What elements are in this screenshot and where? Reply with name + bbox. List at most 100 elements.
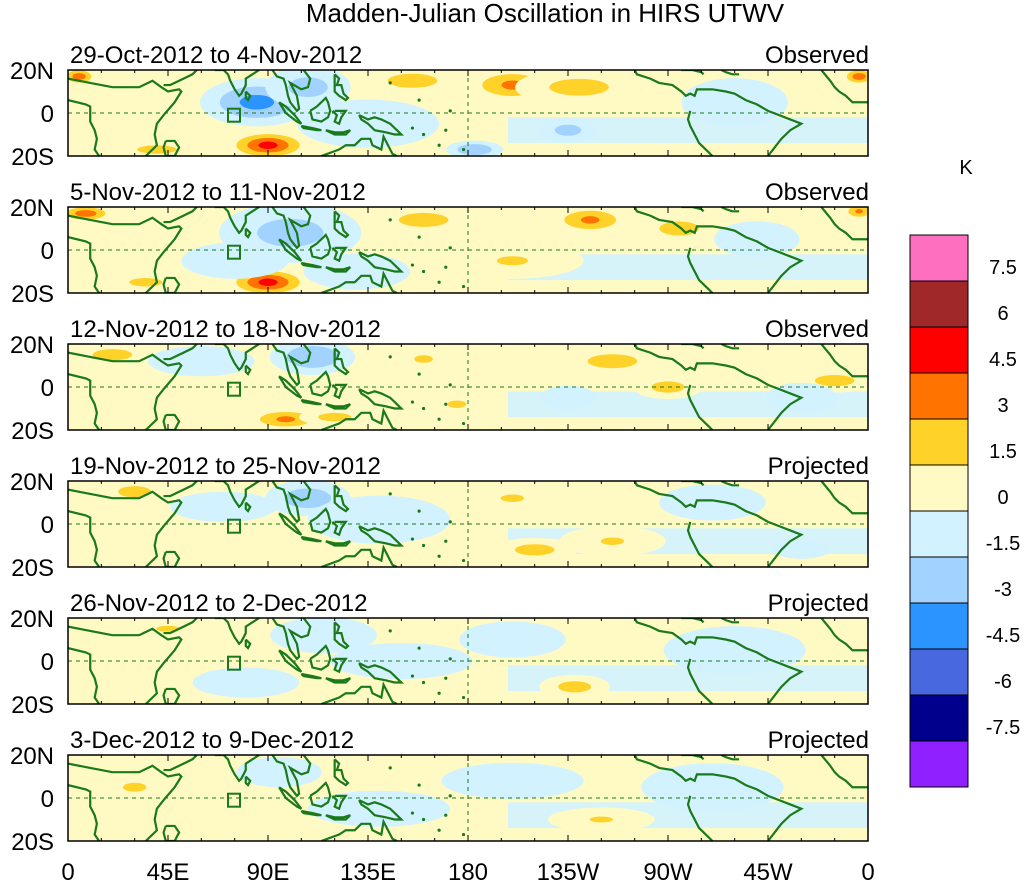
coastline <box>333 484 350 513</box>
panel-period: 29-Oct-2012 to 4-Nov-2012 <box>70 42 362 69</box>
colorbar-tick-label: -4.5 <box>986 625 1020 647</box>
anomaly-core <box>500 634 525 645</box>
island <box>448 520 452 524</box>
panel-status: Observed <box>765 42 869 69</box>
colorbar-swatch <box>909 280 969 328</box>
coastline <box>163 70 198 87</box>
island <box>448 246 452 250</box>
y-tick-label: 20N <box>10 469 54 496</box>
anomaly-core <box>303 352 322 362</box>
reference-box <box>227 792 241 808</box>
island <box>417 509 421 513</box>
coastline <box>68 351 183 430</box>
coastline <box>681 344 705 350</box>
island <box>421 817 426 822</box>
coastline <box>681 481 705 487</box>
coastline <box>681 207 705 213</box>
coastline <box>320 407 398 430</box>
anomaly-core <box>496 256 528 266</box>
reference-box <box>227 518 241 534</box>
coastline <box>68 625 183 704</box>
island <box>421 543 426 548</box>
coastline <box>633 207 804 293</box>
anomaly-core <box>580 216 600 224</box>
island <box>410 674 415 678</box>
coastline <box>820 618 868 652</box>
y-tick-label: 0 <box>41 238 54 265</box>
coastline <box>686 384 714 430</box>
coastline <box>214 207 260 235</box>
y-tick-label: 20N <box>10 195 54 222</box>
coastline <box>358 799 405 821</box>
y-tick-label: 0 <box>41 375 54 402</box>
coastline <box>162 276 181 293</box>
coastline <box>720 481 740 487</box>
island <box>410 126 415 130</box>
x-tick-label: 45W <box>743 859 793 886</box>
y-tick-label: 20S <box>11 555 54 582</box>
x-tick-label: 0 <box>61 859 74 886</box>
reference-box <box>227 381 241 397</box>
colorbar-tick-label: 1.5 <box>989 441 1017 463</box>
island <box>444 539 448 543</box>
coastline <box>214 481 260 509</box>
coastline <box>333 621 350 650</box>
anomaly-core <box>719 644 751 657</box>
colorbar-swatch <box>909 372 969 420</box>
y-tick-label: 0 <box>41 649 54 676</box>
coastline <box>309 507 332 534</box>
coastline <box>358 662 405 684</box>
coastline <box>720 618 740 624</box>
coastline <box>681 618 705 624</box>
colorbar-swatch <box>909 556 969 604</box>
coastline <box>163 481 198 498</box>
coastline <box>820 755 868 789</box>
panel-4: 20N 0 20S 19-Nov-2012 to 25-Nov-2012 Project… <box>10 453 869 582</box>
colorbar-swatch <box>909 510 969 558</box>
coastline <box>331 520 348 537</box>
anomaly-core <box>234 678 258 687</box>
panel-period: 3-Dec-2012 to 9-Dec-2012 <box>70 727 354 754</box>
island <box>388 218 392 222</box>
coastline <box>300 124 322 132</box>
coastline <box>300 672 322 680</box>
anomaly-core <box>126 488 143 495</box>
coastline <box>720 344 740 350</box>
y-tick-label: 0 <box>41 786 54 813</box>
coastline <box>68 510 101 567</box>
coastline <box>325 540 351 547</box>
island <box>388 492 392 496</box>
coastline <box>244 638 252 650</box>
anomaly-core <box>414 355 433 363</box>
coastline <box>333 210 350 239</box>
coastline <box>244 501 252 513</box>
y-tick-label: 20N <box>10 332 54 359</box>
coastline <box>214 618 260 646</box>
coastline <box>300 261 322 269</box>
anomaly-core <box>825 377 845 384</box>
coastline <box>325 266 351 273</box>
panel-period: 12-Nov-2012 to 18-Nov-2012 <box>70 316 381 343</box>
coastline <box>820 207 868 241</box>
panel-status: Projected <box>768 727 869 754</box>
coastline <box>820 481 868 515</box>
anomaly-core <box>561 127 575 134</box>
x-tick-label: 90E <box>247 859 290 886</box>
y-tick-label: 0 <box>41 512 54 539</box>
anomaly-core <box>103 351 122 358</box>
island <box>388 355 392 359</box>
coastline <box>681 70 705 76</box>
colorbar: 7.5 6 4.5 3 1.5 0 -1.5 -3 -4.5 -6 -7.5 K <box>909 157 1020 788</box>
coastline <box>214 755 260 783</box>
x-tick-label: 180 <box>448 859 488 886</box>
anomaly-core <box>411 216 436 224</box>
panel-2: 20N 0 20S 5-Nov-2012 to 11-Nov-2012 Observed <box>10 179 869 308</box>
anomaly-core <box>566 683 583 690</box>
coastline <box>325 129 351 136</box>
anomaly-core <box>75 74 84 79</box>
anomaly-core <box>79 211 92 216</box>
anomaly-core <box>269 768 289 776</box>
panels-group: 20N 0 20S 29-Oct-2012 to 4-Nov-2012 Observed… <box>10 42 869 856</box>
anomaly-core <box>747 234 767 244</box>
colorbar-swatch <box>909 418 969 466</box>
